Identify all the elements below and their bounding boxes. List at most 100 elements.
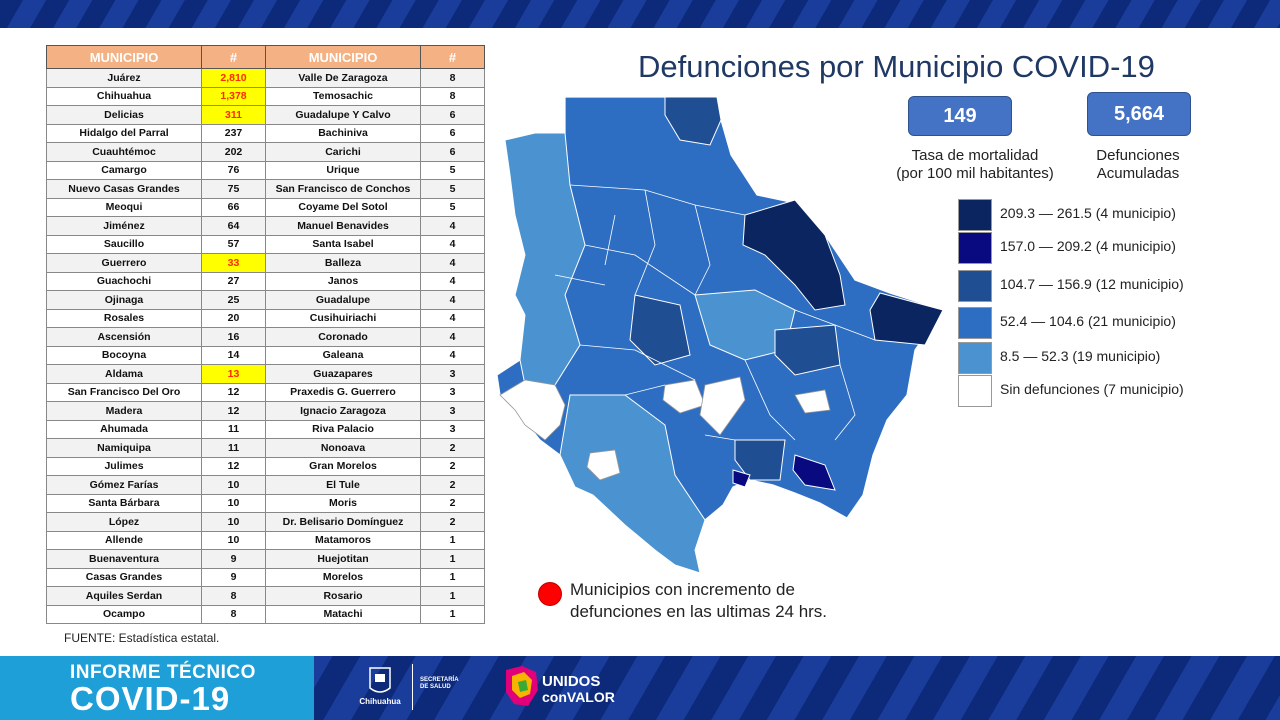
- map-region-west: [504, 132, 586, 386]
- table-row: Ascensión 16 Coronado 4: [46, 327, 485, 347]
- count-cell: 1: [420, 604, 485, 624]
- table-row: Madera 12 Ignacio Zaragoza 3: [46, 401, 485, 421]
- map-region-no-deaths-west: [499, 379, 566, 441]
- legend-label-6: Sin defunciones (7 municipio): [1000, 381, 1184, 397]
- municipio-cell: Guachochi: [46, 271, 202, 291]
- municipio-cell: Guazapares: [265, 364, 421, 384]
- municipio-cell: Morelos: [265, 567, 421, 587]
- table-row: Chihuahua 1,378 Temosachic 8: [46, 86, 485, 106]
- increase-note: Municipios con incremento de defunciones…: [570, 580, 828, 621]
- municipio-cell: Santa Bárbara: [46, 493, 202, 513]
- municipio-cell: Carichi: [265, 142, 421, 162]
- mortality-rate-label: Tasa de mortalidad (por 100 mil habitant…: [880, 147, 1070, 183]
- table-row: López 10 Dr. Belisario Domínguez 2: [46, 512, 485, 532]
- map-region-juarez-darkest: [742, 199, 846, 311]
- legend-swatch-1: [958, 199, 992, 231]
- municipio-cell: Camargo: [46, 160, 202, 180]
- count-cell: 14: [201, 345, 266, 365]
- municipio-cell: Gómez Farías: [46, 475, 202, 495]
- count-cell: 10: [201, 475, 266, 495]
- map-region-no-deaths-south: [586, 449, 621, 481]
- table-row: Ahumada 11 Riva Palacio 3: [46, 419, 485, 439]
- count-cell: 9: [201, 567, 266, 587]
- count-cell: 11: [201, 419, 266, 439]
- count-cell: 6: [420, 105, 485, 125]
- header-municipio-1: MUNICIPIO: [46, 45, 202, 69]
- municipio-cell: Gran Morelos: [265, 456, 421, 476]
- municipio-cell: Meoqui: [46, 197, 202, 217]
- map-region-east-dark: [774, 324, 841, 376]
- table-row: Nuevo Casas Grandes 75 San Francisco de Co…: [46, 179, 485, 199]
- municipio-cell: Nonoava: [265, 438, 421, 458]
- municipio-cell: Cuauhtémoc: [46, 142, 202, 162]
- legend-item-1: 209.3 — 261.5 (4 municipio): [958, 199, 1280, 233]
- count-cell: 12: [201, 382, 266, 402]
- count-cell: 2: [420, 512, 485, 532]
- municipio-cell: Moris: [265, 493, 421, 513]
- municipio-cell: Huejotitan: [265, 549, 421, 569]
- table-row: Guachochi 27 Janos 4: [46, 271, 485, 291]
- table-row: Ojinaga 25 Guadalupe 4: [46, 290, 485, 310]
- count-cell: 1,378: [201, 86, 266, 106]
- map-region-no-deaths-east: [794, 389, 831, 414]
- municipio-cell: Valle De Zaragoza: [265, 68, 421, 88]
- map-region-south-west: [559, 394, 706, 574]
- municipio-cell: Allende: [46, 530, 202, 550]
- count-cell: 4: [420, 234, 485, 254]
- legend-item-5: 8.5 — 52.3 (19 municipio): [958, 342, 1280, 376]
- deaths-label-line1: Defunciones: [1096, 147, 1180, 164]
- chihuahua-government-logo: Chihuahua: [359, 667, 401, 706]
- count-cell: 4: [420, 271, 485, 291]
- table-row: Santa Bárbara 10 Moris 2: [46, 493, 485, 513]
- count-cell: 13: [201, 364, 266, 384]
- legend-label-3: 104.7 — 156.9 (12 municipio): [1000, 276, 1184, 292]
- page-title: Defunciones por Municipio COVID-19: [638, 49, 1155, 84]
- municipio-cell: Dr. Belisario Domínguez: [265, 512, 421, 532]
- municipio-cell: Galeana: [265, 345, 421, 365]
- municipio-cell: Guerrero: [46, 253, 202, 273]
- count-cell: 57: [201, 234, 266, 254]
- municipio-cell: Aquiles Serdan: [46, 586, 202, 606]
- footer-divider: [412, 664, 413, 710]
- municipio-cell: Rosales: [46, 308, 202, 328]
- brand-title-line2: COVID-19: [70, 680, 231, 717]
- count-cell: 6: [420, 123, 485, 143]
- count-cell: 33: [201, 253, 266, 273]
- legend-swatch-4: [958, 307, 992, 339]
- count-cell: 8: [201, 586, 266, 606]
- municipio-cell: Balleza: [265, 253, 421, 273]
- count-cell: 202: [201, 142, 266, 162]
- municipio-cell: Ignacio Zaragoza: [265, 401, 421, 421]
- legend-swatch-3: [958, 270, 992, 302]
- table-row: Bocoyna 14 Galeana 4: [46, 345, 485, 365]
- count-cell: 2,810: [201, 68, 266, 88]
- count-cell: 1: [420, 530, 485, 550]
- con-valor-text: conVALOR: [542, 689, 615, 705]
- source-note: FUENTE: Estadística estatal.: [64, 631, 220, 645]
- secretaria-label: SECRETARÍA DE SALUD: [420, 677, 459, 690]
- count-cell: 5: [420, 179, 485, 199]
- count-cell: 5: [420, 160, 485, 180]
- table-row: Guerrero 33 Balleza 4: [46, 253, 485, 273]
- legend-swatch-6: [958, 375, 992, 407]
- mortality-rate-badge: 149: [908, 96, 1012, 136]
- chihuahua-municipality-map: [496, 96, 944, 574]
- municipio-cell: Ocampo: [46, 604, 202, 624]
- table-row: Cuauhtémoc 202 Carichi 6: [46, 142, 485, 162]
- municipio-cell: Casas Grandes: [46, 567, 202, 587]
- table-row: Buenaventura 9 Huejotitan 1: [46, 549, 485, 569]
- municipio-cell: Guadalupe: [265, 290, 421, 310]
- legend-item-2: 157.0 — 209.2 (4 municipio): [958, 232, 1280, 266]
- count-cell: 10: [201, 530, 266, 550]
- map-region-small-darkest: [732, 469, 751, 488]
- legend-item-4: 52.4 — 104.6 (21 municipio): [958, 307, 1280, 341]
- count-cell: 5: [420, 197, 485, 217]
- table-row: Allende 10 Matamoros 1: [46, 530, 485, 550]
- municipio-cell: Ascensión: [46, 327, 202, 347]
- map-region-no-deaths-center-2: [699, 376, 746, 436]
- mortality-label-line2: (por 100 mil habitantes): [896, 165, 1054, 182]
- table-row: Saucillo 57 Santa Isabel 4: [46, 234, 485, 254]
- municipio-cell: Temosachic: [265, 86, 421, 106]
- count-cell: 2: [420, 493, 485, 513]
- table-row: San Francisco Del Oro 12 Praxedis G. Guerr…: [46, 382, 485, 402]
